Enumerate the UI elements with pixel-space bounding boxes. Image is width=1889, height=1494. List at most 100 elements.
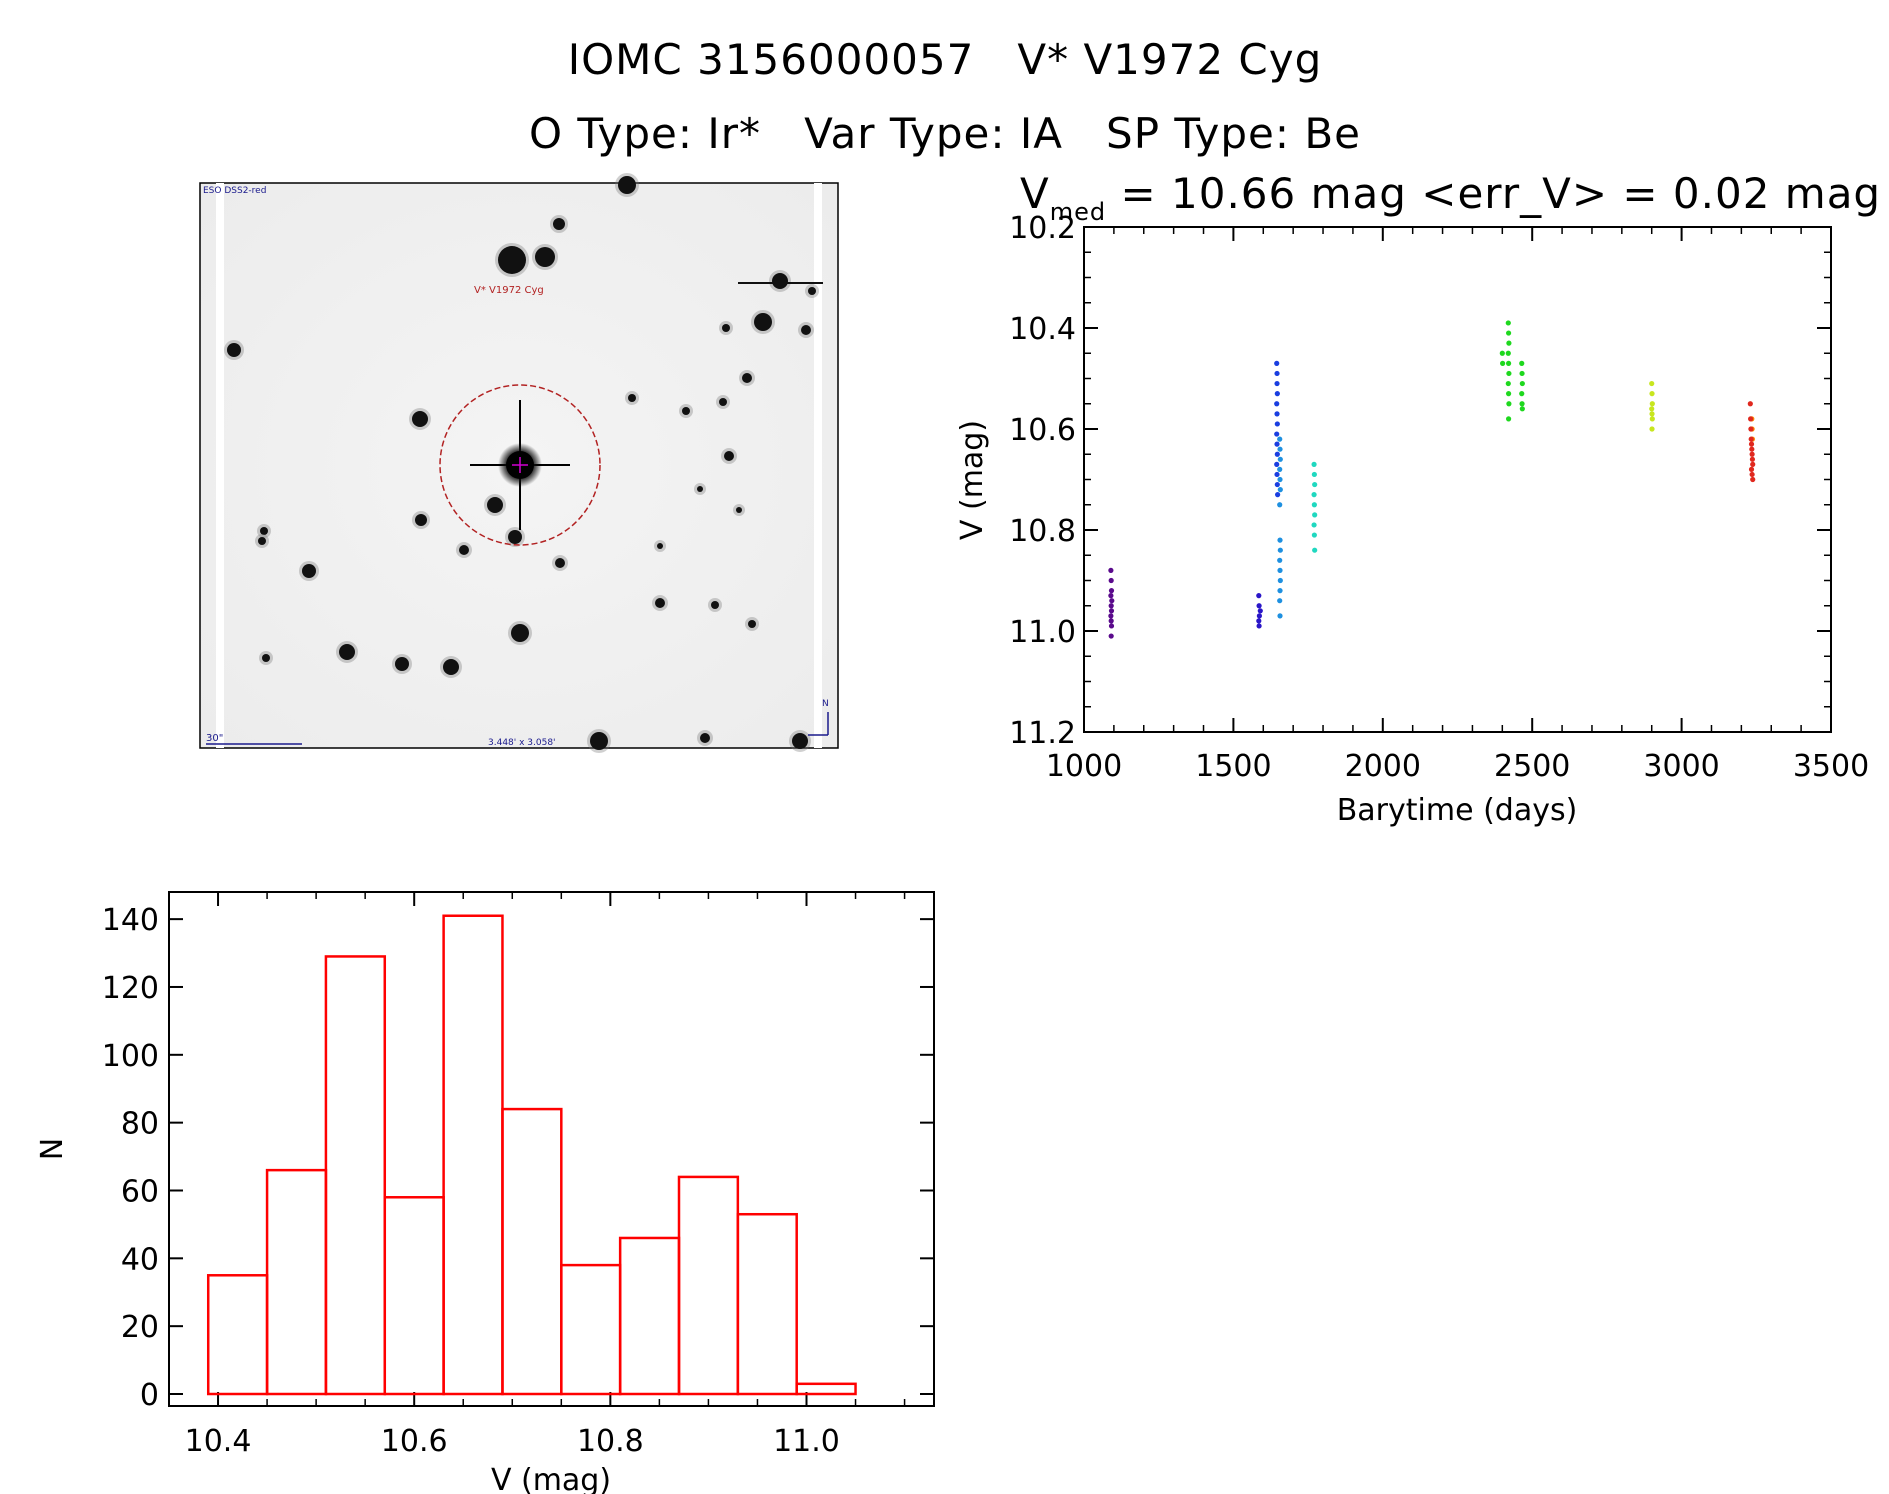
lc-point-s5-4 bbox=[1506, 340, 1512, 346]
hist-ytick-label-3: 60 bbox=[121, 1174, 159, 1209]
lc-point-s8-2 bbox=[1748, 426, 1754, 432]
lc-point-s8-1 bbox=[1748, 416, 1754, 422]
light-curve-plot: Vmed = 10.66 mag <err_V> = 0.02 mag 1000… bbox=[955, 169, 1881, 828]
hist-ytick-label-4: 80 bbox=[121, 1107, 159, 1142]
field-star-25 bbox=[711, 601, 719, 609]
light-curve-ticks: 1000 1500 2000 2500 3000 3500 10.2 10.4 10.6 10.8… bbox=[1009, 211, 1869, 784]
field-star-5 bbox=[808, 287, 816, 295]
hist-xtick-label-2: 10.8 bbox=[577, 1424, 644, 1459]
field-star-26 bbox=[748, 620, 756, 628]
light-curve-title: Vmed = 10.66 mag <err_V> = 0.02 mag bbox=[1020, 169, 1881, 226]
lc-point-s4-5 bbox=[1312, 512, 1318, 518]
field-star-33 bbox=[590, 732, 608, 750]
lc-point-s8-6 bbox=[1749, 451, 1755, 457]
field-of-view-label: 3.448' x 3.058' bbox=[488, 738, 556, 748]
compass-icon: N bbox=[808, 699, 829, 736]
field-star-27 bbox=[511, 624, 529, 642]
lc-point-s5-2 bbox=[1505, 320, 1511, 326]
lc-point-s4-4 bbox=[1311, 502, 1317, 508]
hist-bar-8 bbox=[677, 1175, 740, 1396]
lc-point-s3-13 bbox=[1277, 598, 1283, 604]
field-star-37 bbox=[697, 486, 703, 492]
lc-xtick-label-1: 1500 bbox=[1195, 749, 1271, 784]
field-star-34 bbox=[792, 733, 808, 749]
hist-ytick-label-7: 140 bbox=[102, 903, 159, 938]
field-star-8 bbox=[801, 325, 811, 335]
light-curve-title-subscript: med bbox=[1050, 198, 1106, 226]
lc-point-s5-6 bbox=[1505, 360, 1512, 366]
lc-point-s3-12 bbox=[1277, 588, 1283, 594]
lc-point-s4-6 bbox=[1311, 522, 1317, 528]
lc-point-s5-17 bbox=[1519, 406, 1525, 412]
field-star-3 bbox=[535, 247, 555, 267]
lc-point-s2-9 bbox=[1274, 451, 1280, 457]
lc-point-s8-3 bbox=[1748, 436, 1754, 442]
lc-point-s5-16 bbox=[1519, 401, 1525, 407]
lc-point-s4-8 bbox=[1312, 547, 1318, 553]
hist-ytick-label-5: 100 bbox=[102, 1039, 159, 1074]
north-label: N bbox=[822, 699, 829, 709]
field-star-10 bbox=[412, 411, 428, 427]
hist-bar-0 bbox=[206, 1274, 269, 1396]
lc-point-s5-8 bbox=[1505, 380, 1511, 387]
lc-point-s3-8 bbox=[1277, 547, 1283, 553]
lc-point-s8-0 bbox=[1747, 401, 1753, 407]
hist-bar-5 bbox=[501, 1107, 563, 1396]
lc-xtick-label-4: 3000 bbox=[1643, 749, 1719, 784]
hist-xtick-label-0: 10.4 bbox=[185, 1424, 252, 1459]
lc-point-s8-8 bbox=[1750, 461, 1756, 467]
lc-point-s2-11 bbox=[1274, 471, 1280, 478]
lc-point-s2-5 bbox=[1274, 411, 1280, 417]
lc-point-s3-14 bbox=[1277, 613, 1283, 619]
field-star-22 bbox=[258, 537, 266, 545]
lc-point-s0-5 bbox=[1108, 608, 1115, 614]
field-stars bbox=[224, 173, 823, 753]
field-star-13 bbox=[719, 398, 727, 406]
hist-bar-1 bbox=[265, 1168, 328, 1396]
lc-point-s0-3 bbox=[1108, 593, 1114, 599]
lc-point-s5-5 bbox=[1505, 350, 1511, 356]
lc-point-s3-2 bbox=[1277, 456, 1283, 462]
lc-point-s5-13 bbox=[1519, 370, 1525, 377]
lc-point-s8-10 bbox=[1749, 471, 1755, 478]
lc-point-s2-13 bbox=[1275, 492, 1281, 498]
field-star-35 bbox=[736, 507, 742, 513]
hist-ytick-label-2: 40 bbox=[121, 1242, 159, 1277]
lc-point-s4-1 bbox=[1311, 471, 1317, 478]
hist-bar-6 bbox=[560, 1263, 622, 1396]
lc-xtick-label-0: 1000 bbox=[1046, 749, 1122, 784]
lc-point-s3-4 bbox=[1277, 476, 1283, 483]
hist-bar-2 bbox=[324, 955, 387, 1396]
field-star-29 bbox=[395, 657, 409, 671]
lc-point-s3-6 bbox=[1277, 502, 1283, 508]
lc-point-s6-0 bbox=[1649, 380, 1655, 387]
hist-xtick-label-3: 11.0 bbox=[773, 1424, 840, 1459]
field-star-15 bbox=[724, 451, 734, 461]
lc-point-s3-0 bbox=[1277, 436, 1283, 442]
figure-title: IOMC 3156000057 V* V1972 Cyg bbox=[568, 35, 1323, 84]
lc-point-s8-5 bbox=[1749, 446, 1755, 452]
hist-ytick-label-1: 20 bbox=[121, 1310, 159, 1345]
lc-ytick-label-3: 10.8 bbox=[1009, 514, 1076, 549]
lc-point-s2-3 bbox=[1274, 391, 1280, 397]
lc-point-s4-2 bbox=[1312, 481, 1318, 488]
field-star-11 bbox=[628, 394, 636, 402]
target-aperture-circle bbox=[439, 384, 601, 546]
light-curve-ylabel: V (mag) bbox=[955, 420, 990, 540]
lc-point-s0-4 bbox=[1108, 603, 1114, 609]
lc-point-s8-4 bbox=[1748, 441, 1755, 447]
light-curve-title-rest: = 10.66 mag <err_V> = 0.02 mag bbox=[1106, 169, 1881, 218]
field-star-14 bbox=[742, 373, 752, 383]
light-curve-frame bbox=[1083, 226, 1832, 733]
lc-point-s5-1 bbox=[1500, 360, 1506, 366]
field-star-23 bbox=[555, 558, 565, 568]
finder-frame bbox=[199, 182, 839, 749]
light-curve-points bbox=[1108, 320, 1756, 639]
histogram-frame bbox=[168, 891, 935, 1407]
field-star-4 bbox=[772, 273, 788, 289]
lc-point-s0-7 bbox=[1108, 618, 1114, 624]
lc-point-s0-0 bbox=[1108, 567, 1114, 574]
target-star bbox=[470, 400, 570, 530]
scale-bar-label: 30" bbox=[206, 733, 223, 744]
lc-point-s5-10 bbox=[1506, 401, 1512, 407]
